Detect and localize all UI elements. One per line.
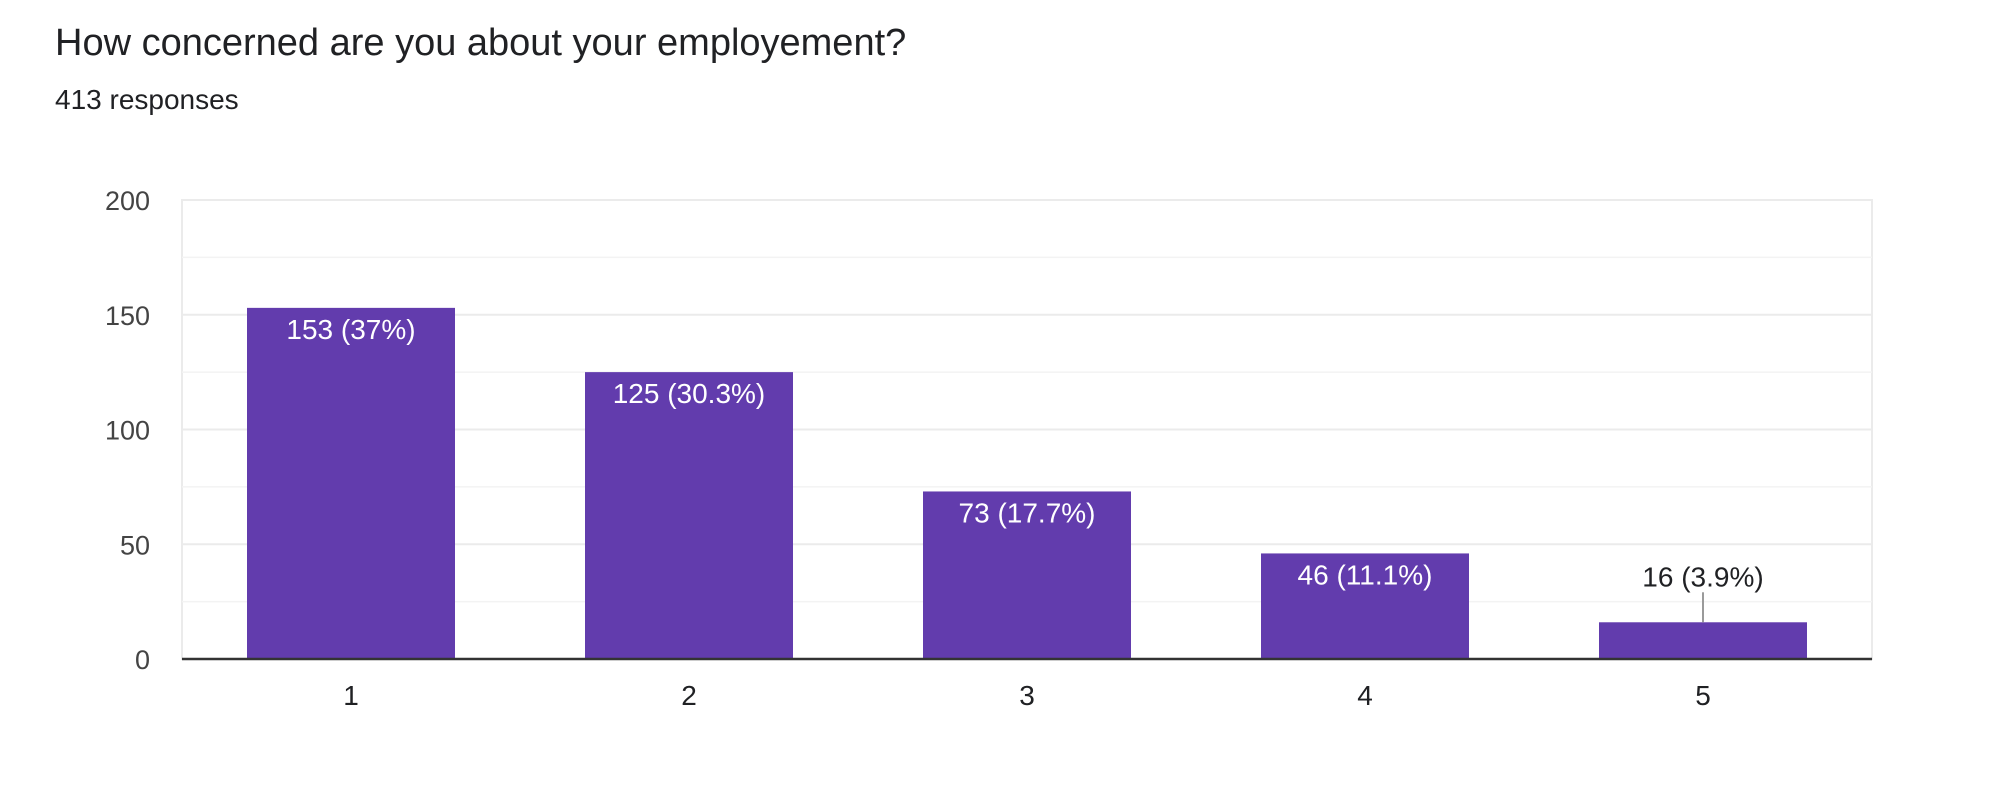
y-tick-label: 200 [105, 186, 150, 216]
bar [1599, 622, 1807, 659]
y-tick-label: 100 [105, 416, 150, 446]
bar-data-label: 73 (17.7%) [959, 497, 1096, 528]
x-tick-label: 1 [343, 680, 359, 711]
x-tick-label: 3 [1019, 680, 1035, 711]
response-count: 413 responses [55, 84, 239, 115]
bar-data-label: 125 (30.3%) [613, 378, 766, 409]
bar-data-label: 153 (37%) [286, 314, 415, 345]
y-tick-label: 0 [135, 645, 150, 675]
y-tick-label: 50 [120, 530, 150, 560]
bar-data-label: 16 (3.9%) [1642, 561, 1763, 592]
bar [1261, 553, 1469, 659]
x-tick-label: 2 [681, 680, 697, 711]
y-tick-label: 150 [105, 301, 150, 331]
bar [923, 491, 1131, 659]
x-tick-label: 5 [1695, 680, 1711, 711]
bar [585, 372, 793, 659]
chart-title: How concerned are you about your employe… [55, 22, 907, 64]
bar-data-label: 46 (11.1%) [1298, 559, 1433, 590]
x-tick-label: 4 [1357, 680, 1373, 711]
bar [247, 307, 455, 659]
